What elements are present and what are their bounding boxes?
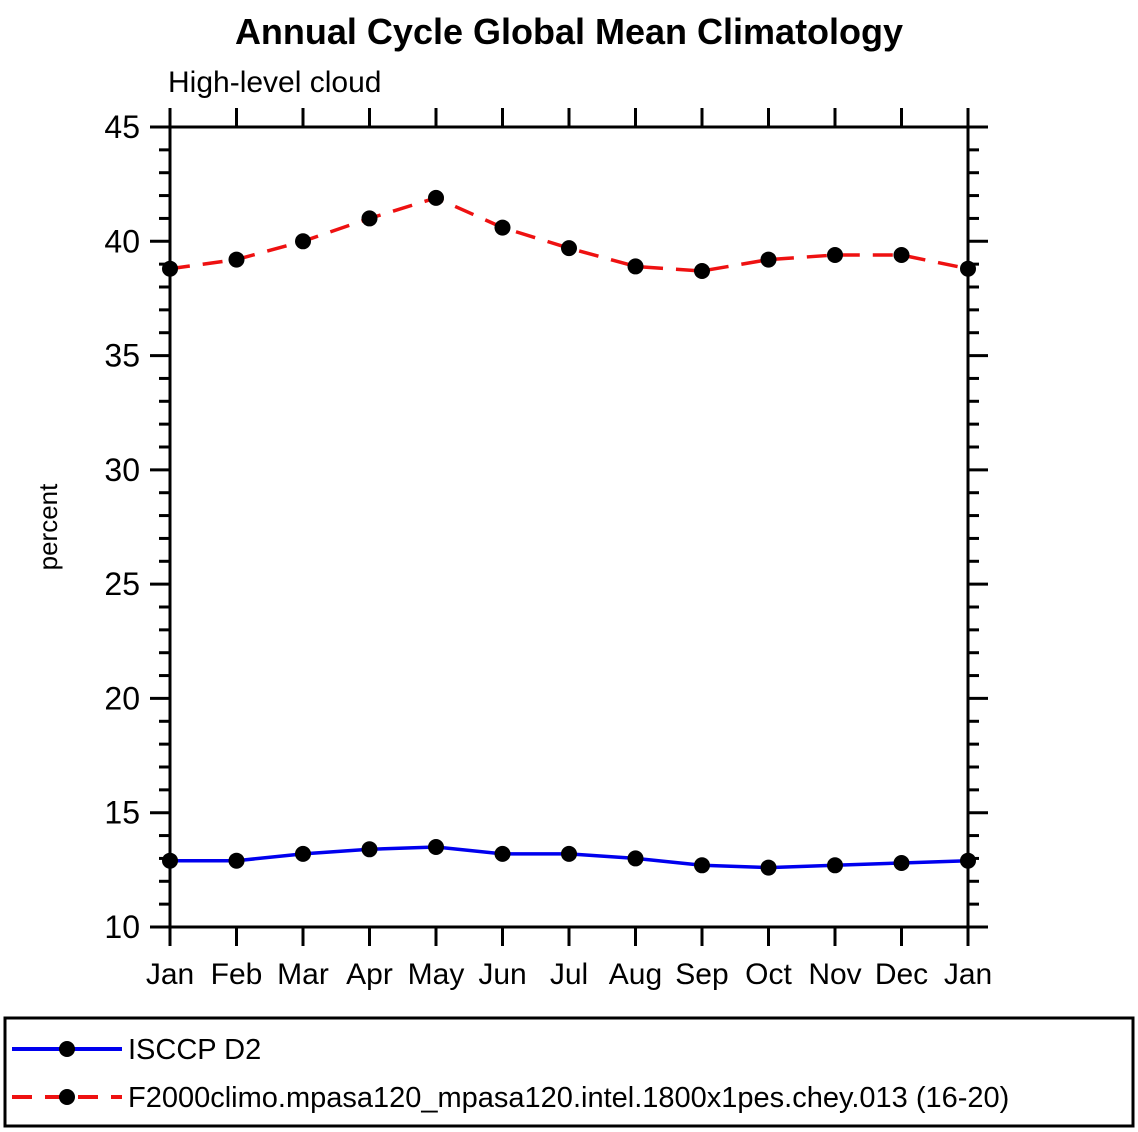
data-point	[827, 247, 843, 263]
x-tick-label: Sep	[675, 958, 728, 991]
y-tick-label: 30	[104, 452, 140, 488]
data-point	[561, 240, 577, 257]
data-point	[295, 233, 311, 250]
y-tick-label: 45	[104, 109, 140, 145]
data-point	[760, 859, 777, 876]
legend-marker-icon	[59, 1041, 75, 1057]
data-point	[627, 850, 644, 867]
x-tick-label: Mar	[277, 958, 329, 991]
series-line-1	[169, 195, 969, 273]
data-point	[428, 839, 444, 855]
y-tick-label: 15	[104, 795, 140, 831]
data-point	[960, 852, 976, 869]
x-tick-label: Apr	[346, 958, 393, 991]
x-tick-label: Jul	[550, 958, 588, 991]
data-point	[162, 260, 178, 277]
data-point	[428, 189, 444, 206]
data-point	[561, 845, 577, 862]
data-point	[960, 260, 976, 277]
y-tick-label: 20	[104, 680, 140, 716]
y-tick-labels: 10 15 20 25 30 35 40 45	[104, 109, 140, 945]
data-point	[893, 247, 910, 263]
data-point	[361, 210, 378, 227]
y-tick-label: 40	[104, 223, 140, 259]
data-point	[361, 841, 378, 858]
data-point	[228, 852, 245, 869]
legend-label-f2000: F2000climo.mpasa120_mpasa120.intel.1800x…	[128, 1082, 1009, 1114]
legend-label-isccp: ISCCP D2	[128, 1034, 261, 1066]
x-tick-label: Dec	[875, 958, 928, 991]
plot-axes	[150, 108, 988, 946]
chart-subtitle: High-level cloud	[168, 66, 381, 99]
legend: ISCCP D2 F2000climo.mpasa120_mpasa120.in…	[3, 1016, 1135, 1128]
data-point	[494, 845, 511, 862]
data-point	[162, 852, 178, 869]
data-point	[827, 857, 843, 874]
data-point	[760, 251, 777, 268]
x-tick-label: Jun	[478, 958, 526, 991]
x-tick-label: Oct	[745, 958, 792, 991]
x-tick-label: Nov	[808, 958, 861, 991]
data-point	[295, 845, 311, 862]
chart-title: Annual Cycle Global Mean Climatology	[235, 11, 903, 52]
y-axis-label: percent	[33, 483, 63, 570]
data-point	[694, 263, 710, 279]
x-tick-label: Feb	[211, 958, 263, 991]
legend-box	[3, 1016, 1135, 1128]
x-tick-label: Jan	[944, 958, 992, 991]
data-point	[893, 855, 910, 871]
data-point	[627, 258, 644, 275]
legend-marker-icon	[59, 1089, 75, 1105]
x-tick-label: Aug	[609, 958, 662, 991]
data-point	[494, 219, 511, 236]
y-tick-label: 25	[104, 566, 140, 602]
data-point	[228, 251, 245, 268]
x-tick-labels: Jan Feb Mar Apr May Jun Jul Aug Sep Oct Nov Dec Jan	[146, 958, 992, 991]
data-series	[162, 189, 976, 876]
x-tick-label: Jan	[146, 958, 194, 991]
y-tick-label: 35	[104, 338, 140, 374]
data-point	[694, 857, 710, 874]
y-tick-label: 10	[104, 909, 140, 945]
x-tick-label: May	[408, 958, 465, 991]
